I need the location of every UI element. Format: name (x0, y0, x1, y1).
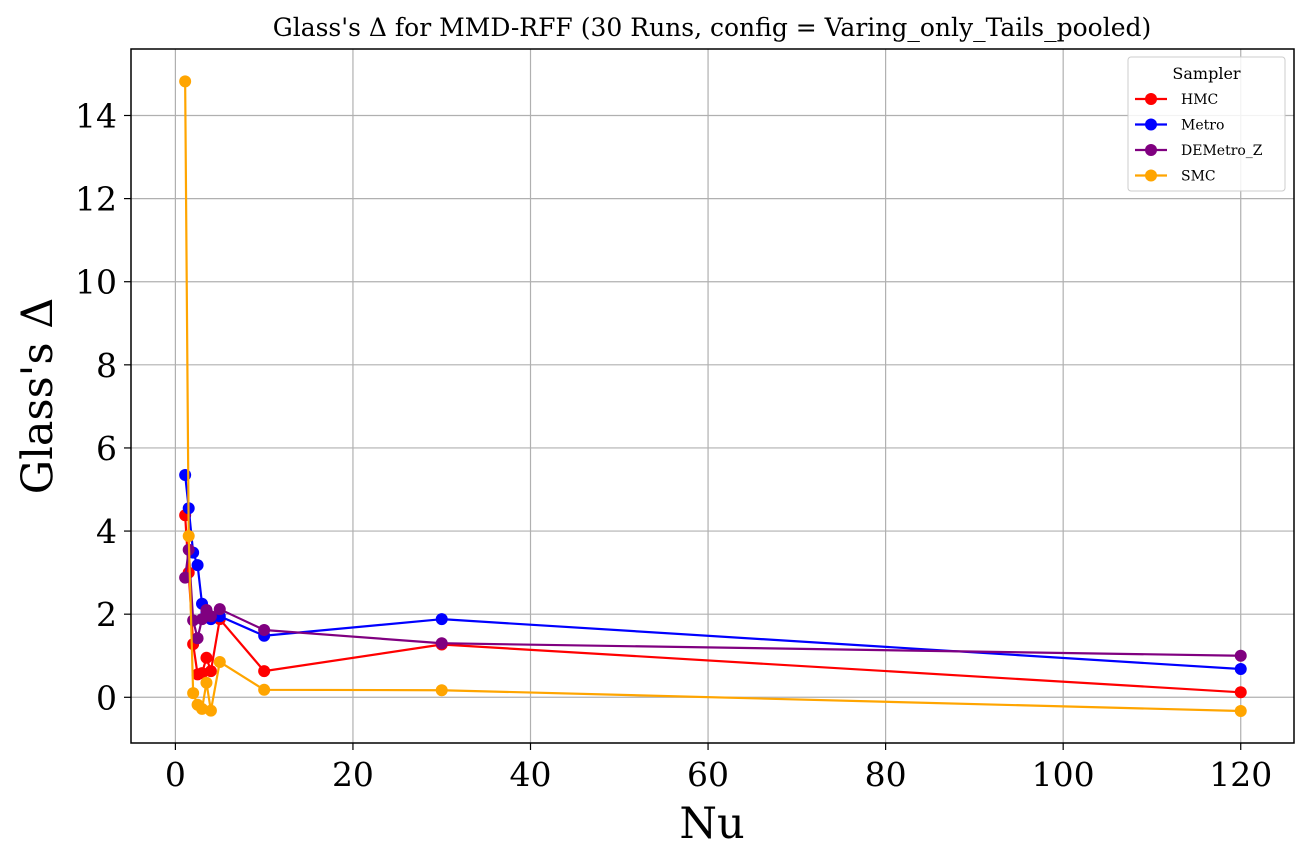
x-tick-label: 20 (332, 755, 374, 794)
x-tick-label: 60 (687, 755, 729, 794)
data-point-demetro-z (213, 603, 226, 616)
data-point-demetro-z (191, 632, 204, 645)
legend-label-demetro-z: DEMetro_Z (1181, 143, 1263, 159)
y-tick-label: 4 (96, 512, 117, 551)
data-point-hmc (200, 651, 213, 664)
data-point-hmc (1234, 686, 1247, 699)
series-demetro-z (179, 543, 1247, 662)
chart-title: Glass's Δ for MMD-RFF (30 Runs, config =… (273, 13, 1152, 42)
data-point-demetro-z (179, 571, 192, 584)
grid (131, 49, 1294, 743)
data-point-smc (187, 687, 200, 700)
data-point-smc (200, 676, 213, 689)
legend-marker-hmc (1145, 93, 1157, 105)
x-tick-label: 120 (1209, 755, 1272, 794)
y-tick-label: 2 (96, 595, 117, 634)
y-tick-label: 12 (75, 180, 117, 219)
x-tick-label: 100 (1032, 755, 1095, 794)
legend: Sampler HMC Metro DEMetro_Z SMC (1127, 56, 1286, 192)
legend-box (1127, 56, 1286, 192)
data-point-smc (258, 683, 271, 696)
axes-frame (130, 48, 1295, 744)
legend-title: Sampler (1172, 64, 1241, 83)
data-point-smc (1234, 705, 1247, 718)
legend-label-metro: Metro (1181, 118, 1224, 134)
data-point-smc (196, 702, 209, 715)
y-tick-label: 6 (96, 429, 117, 468)
data-point-hmc (204, 665, 217, 678)
data-point-smc (204, 704, 217, 717)
data-point-demetro-z (435, 637, 448, 650)
data-point-smc (435, 684, 448, 697)
legend-label-hmc: HMC (1181, 92, 1218, 108)
x-tick-label: 40 (510, 755, 552, 794)
x-tick-label: 0 (165, 755, 186, 794)
y-tick-label: 8 (96, 346, 117, 385)
data-point-demetro-z (1234, 649, 1247, 662)
data-point-smc (213, 655, 226, 668)
y-axis-label: Glass's Δ (13, 298, 63, 494)
legend-marker-demetro-z (1145, 144, 1157, 156)
x-tick-label: 80 (865, 755, 907, 794)
legend-marker-smc (1145, 169, 1157, 182)
data-point-demetro-z (204, 610, 217, 623)
data-point-hmc (258, 665, 271, 678)
data-point-metro (435, 613, 448, 626)
data-point-metro (191, 559, 204, 572)
y-tick-label: 14 (75, 96, 117, 135)
data-point-metro (1234, 663, 1247, 676)
data-point-smc (182, 530, 195, 543)
x-axis-label: Nu (679, 799, 744, 849)
legend-marker-metro (1145, 118, 1157, 131)
y-tick-label: 10 (75, 263, 117, 302)
y-tick-label: 0 (96, 678, 117, 717)
ticks: 0 20 40 60 80 100 120 0 2 4 6 8 10 12 14 (75, 96, 1272, 794)
data-point-demetro-z (258, 623, 271, 636)
plot-area (179, 75, 1247, 718)
legend-label-smc: SMC (1181, 169, 1216, 185)
data-point-smc (179, 75, 192, 88)
series-smc (179, 75, 1247, 718)
